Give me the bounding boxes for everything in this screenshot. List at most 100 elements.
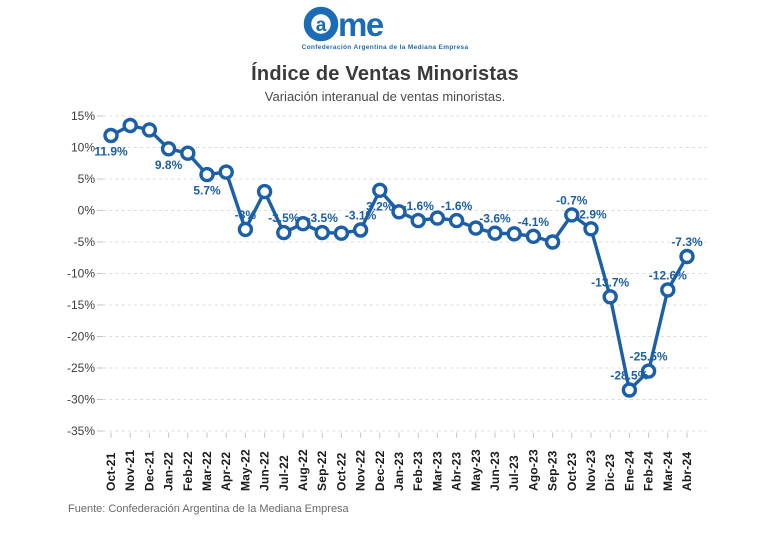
- data-point-marker: [199, 166, 215, 183]
- data-point-marker: [276, 224, 292, 241]
- x-axis-tick-label: Jul-22: [277, 455, 291, 491]
- data-point-marker: [640, 363, 657, 379]
- data-point-marker: [352, 222, 369, 238]
- x-axis-tick-label: Aug-22: [296, 449, 310, 491]
- x-axis-tick-label: Mar-24: [661, 451, 675, 491]
- data-point-marker: [525, 228, 542, 245]
- x-axis-tick-label: Sep-23: [546, 450, 560, 491]
- x-axis-tick-label: Ene-24: [622, 450, 636, 491]
- data-point-marker: [487, 225, 503, 241]
- y-axis-tick-label: -20%: [67, 330, 95, 344]
- x-axis-tick-label: Nov-23: [584, 450, 598, 491]
- x-axis-tick-label: Dec-22: [373, 450, 387, 491]
- data-point-marker: [468, 220, 484, 236]
- data-point-label: 5.7%: [193, 184, 221, 198]
- data-point-label: 3.2%: [366, 199, 394, 213]
- x-axis-tick-label: Oct-22: [334, 452, 348, 491]
- x-axis-tick-label: Dic-23: [603, 454, 617, 491]
- logo-ring-icon: [303, 6, 338, 42]
- y-axis-tick-label: -25%: [67, 361, 95, 375]
- logo-letters-me: me: [338, 6, 384, 43]
- y-axis-tick-label: -10%: [67, 267, 95, 281]
- data-point-marker: [410, 212, 426, 229]
- data-point-marker: [372, 182, 388, 199]
- x-axis-tick-label: May-22: [238, 449, 252, 491]
- data-point-label: -3.6%: [479, 212, 511, 226]
- data-point-label: -13.7%: [591, 275, 629, 289]
- data-point-label: -3.1%: [345, 209, 377, 223]
- source-note: Fuente: Confederación Argentina de la Me…: [68, 503, 349, 515]
- data-point-label: -12.6%: [649, 268, 687, 282]
- x-axis-tick-label: Abr-23: [450, 452, 464, 491]
- x-axis-tick-label: Nov-21: [123, 450, 137, 491]
- x-axis-tick-label: May-23: [469, 449, 483, 491]
- x-axis-tick-label: Jul-23: [507, 455, 521, 491]
- x-axis-tick-label: Mar-22: [200, 451, 214, 491]
- x-axis-tick-label: Jan-23: [392, 452, 406, 491]
- logo-letter-a: a: [315, 15, 326, 36]
- report-header: a me Confederación Argentina de la Median…: [0, 5, 770, 104]
- x-axis-tick-label: Sep-22: [315, 450, 329, 491]
- data-point-marker: [160, 141, 177, 157]
- y-axis-tick-label: -5%: [74, 235, 96, 249]
- y-axis-tick-label: 10%: [71, 141, 95, 155]
- data-point-marker: [564, 207, 580, 223]
- x-axis-tick-label: Ago-23: [526, 449, 540, 491]
- x-axis-tick-label: Oct-23: [565, 452, 579, 491]
- x-axis-tick-label: Feb-22: [181, 451, 195, 491]
- data-point-marker: [429, 210, 446, 226]
- data-point-label: -0.7%: [556, 193, 588, 207]
- x-axis-tick-label: Mar-23: [430, 451, 444, 491]
- x-axis-tick-label: Oct-21: [104, 452, 118, 491]
- data-point-marker: [621, 382, 638, 398]
- x-axis-tick-label: Jan-22: [162, 452, 176, 491]
- sales-line: [109, 123, 689, 392]
- came-logo-mark: a me: [303, 6, 385, 43]
- data-point-label: -1.6%: [441, 199, 473, 213]
- page-subtitle: Variación interanual de ventas minorista…: [264, 89, 506, 104]
- x-axis-tick-label: Feb-24: [642, 451, 656, 491]
- data-point-marker: [295, 215, 311, 232]
- data-point-marker: [448, 212, 465, 229]
- data-point-marker: [122, 117, 138, 134]
- data-point-marker: [333, 225, 350, 241]
- y-axis-tick-label: -15%: [67, 298, 95, 312]
- y-axis-tick-label: -30%: [67, 393, 95, 407]
- data-point-marker: [237, 221, 254, 238]
- data-point-label: -2.9%: [575, 207, 607, 221]
- y-axis-tick-label: 15%: [71, 109, 95, 123]
- x-axis-tick-label: Feb-23: [411, 451, 425, 491]
- data-point-marker: [314, 224, 330, 241]
- data-point-label: -3%: [235, 208, 257, 222]
- page-title: Índice de Ventas Minoristas: [251, 63, 519, 85]
- data-point-label: -7.3%: [671, 235, 703, 249]
- data-point-marker: [544, 234, 561, 250]
- y-axis-tick-label: 0%: [78, 204, 96, 218]
- data-point-marker: [180, 145, 196, 161]
- x-axis-tick-label: Jun-22: [258, 451, 272, 491]
- x-axis-tick-label: Apr-22: [219, 452, 233, 491]
- data-point-marker: [602, 289, 618, 305]
- data-point-label: -25.5%: [630, 350, 668, 364]
- x-axis-tick-label: Nov-22: [354, 450, 368, 491]
- data-point-label: -3.5%: [307, 211, 339, 225]
- y-axis-tick-label: -35%: [67, 424, 95, 438]
- data-point-label: 9.8%: [155, 158, 183, 172]
- x-axis-tick-label: Abr-24: [680, 452, 694, 491]
- x-axis-tick-label: Jun-23: [488, 451, 502, 491]
- data-point-label: 11.9%: [94, 145, 128, 159]
- x-axis-tick-label: Dec-21: [142, 450, 156, 491]
- data-point-label: -4.1%: [518, 215, 550, 229]
- data-point-marker: [679, 248, 695, 265]
- data-point-label: -1.6%: [403, 199, 435, 213]
- came-logo: a me Confederación Argentina de la Median…: [302, 5, 469, 52]
- data-point-label: -28.5%: [610, 369, 648, 383]
- y-axis-tick-label: 5%: [78, 172, 96, 186]
- data-point-marker: [660, 282, 676, 298]
- data-point-marker: [256, 183, 273, 200]
- data-point-marker: [103, 127, 119, 144]
- data-point-marker: [506, 226, 522, 242]
- logo-tagline: Confederación Argentina de la Mediana Em…: [301, 44, 469, 51]
- data-point-marker: [218, 164, 234, 180]
